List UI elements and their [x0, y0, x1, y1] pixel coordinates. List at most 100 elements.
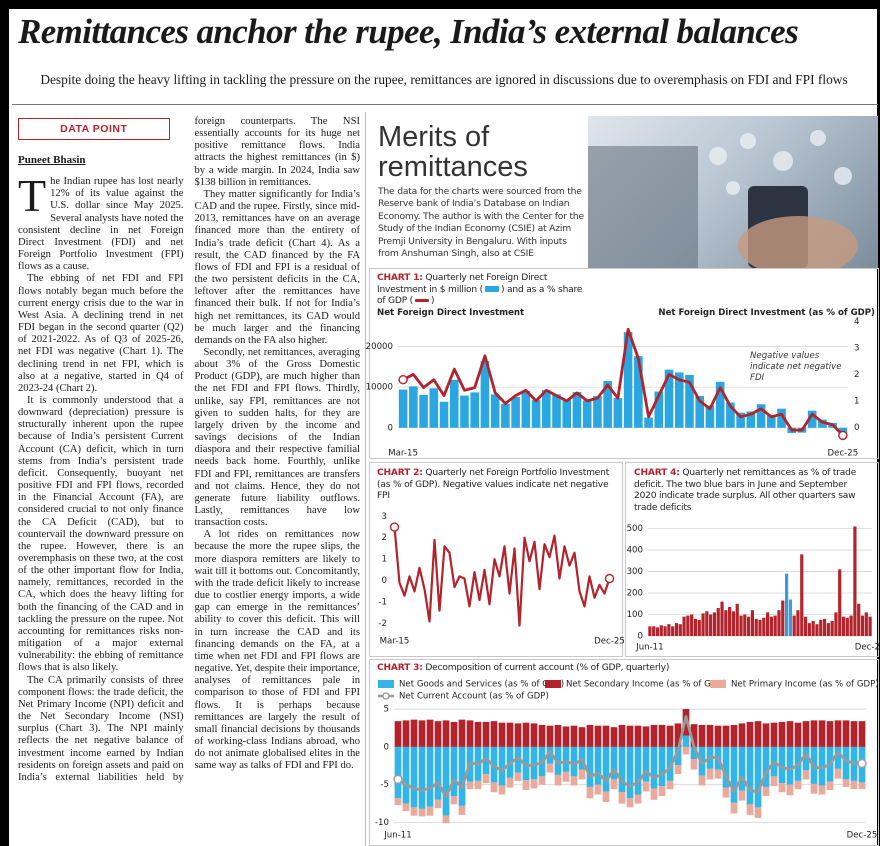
line-endpoint: [606, 575, 614, 583]
bar: [511, 397, 520, 428]
bar: [853, 526, 856, 636]
bar: [593, 396, 602, 428]
bar: [747, 617, 750, 636]
bar: [819, 720, 826, 746]
y-tick-label: 400: [627, 546, 643, 556]
bar: [803, 770, 810, 779]
page: Remittances anchor the rupee, India’s ex…: [0, 0, 880, 846]
bar: [843, 747, 850, 780]
bar: [815, 624, 818, 636]
line-endpoint: [391, 523, 399, 531]
bar: [861, 616, 864, 636]
bar: [843, 720, 850, 746]
bar: [709, 615, 712, 636]
y-tick-label: 300: [627, 567, 643, 577]
bar: [611, 727, 618, 747]
bar: [595, 747, 602, 785]
bar: [563, 726, 570, 746]
bar: [811, 720, 818, 746]
bar: [717, 608, 720, 636]
bar: [395, 721, 402, 747]
bar: [751, 610, 754, 636]
bar: [427, 807, 434, 816]
bar: [827, 721, 834, 747]
y-tick-label: 10000: [366, 383, 393, 393]
bar: [451, 796, 458, 804]
bar: [399, 390, 408, 428]
bar: [671, 626, 674, 636]
x-tick-label: Dec-25: [828, 449, 859, 459]
bar: [619, 792, 626, 803]
bar: [701, 613, 704, 636]
bar: [419, 747, 426, 809]
bar: [491, 721, 498, 747]
bar: [800, 554, 803, 636]
bar: [705, 611, 708, 636]
legend-swatch: [378, 680, 394, 688]
bar: [435, 747, 442, 800]
bar: [755, 721, 762, 747]
bar: [774, 616, 777, 636]
bar: [522, 391, 531, 428]
bar: [679, 624, 682, 636]
bar: [467, 720, 474, 746]
bar: [731, 803, 738, 814]
y2-tick-label: 0: [854, 423, 859, 433]
bar: [587, 747, 594, 787]
bar: [690, 615, 693, 636]
bar: [507, 778, 514, 788]
bar: [758, 620, 761, 636]
bar: [475, 722, 482, 747]
bar: [694, 619, 697, 636]
bar: [707, 725, 714, 747]
bar: [491, 782, 498, 792]
bar: [571, 726, 578, 747]
bar: [491, 394, 500, 427]
bar: [443, 816, 450, 824]
bar: [846, 618, 849, 636]
bar: [707, 769, 714, 780]
bar: [483, 774, 490, 783]
bar: [595, 785, 602, 795]
x-tick-label: Jun-11: [635, 643, 663, 653]
bar: [435, 800, 442, 808]
bar: [547, 764, 554, 773]
line: [403, 329, 843, 435]
x-tick-label: Mar-15: [388, 449, 418, 459]
bar: [562, 400, 571, 428]
bar: [785, 574, 788, 636]
bar: [403, 804, 410, 812]
bar: [427, 747, 434, 807]
bar: [787, 785, 794, 796]
bar: [603, 726, 610, 747]
bar: [731, 747, 738, 803]
bar: [789, 599, 792, 636]
bar: [635, 726, 642, 747]
legend-swatch: [545, 680, 561, 688]
bar: [675, 623, 678, 636]
bar: [563, 747, 570, 772]
bar: [659, 786, 666, 796]
bar: [743, 615, 746, 636]
y-tick-label: -10: [375, 818, 389, 828]
bar: [838, 569, 841, 636]
bar: [435, 721, 442, 747]
bar: [627, 798, 634, 807]
line: [395, 527, 610, 626]
bar: [419, 809, 426, 817]
bar: [667, 781, 674, 789]
bar: [552, 394, 561, 427]
y2-tick-label: 4: [854, 317, 859, 327]
legend-swatch: [710, 680, 726, 688]
bar: [723, 726, 730, 747]
bar: [531, 779, 538, 788]
bar: [583, 401, 592, 428]
bar: [731, 725, 738, 747]
bar: [667, 624, 670, 636]
y-tick-label: -2: [378, 619, 387, 629]
legend-label: Net Primary Income (as % of GDP): [731, 680, 879, 690]
bar: [450, 380, 459, 428]
bar: [823, 619, 826, 636]
y-tick-label: 3: [382, 512, 387, 522]
bar: [771, 723, 778, 747]
